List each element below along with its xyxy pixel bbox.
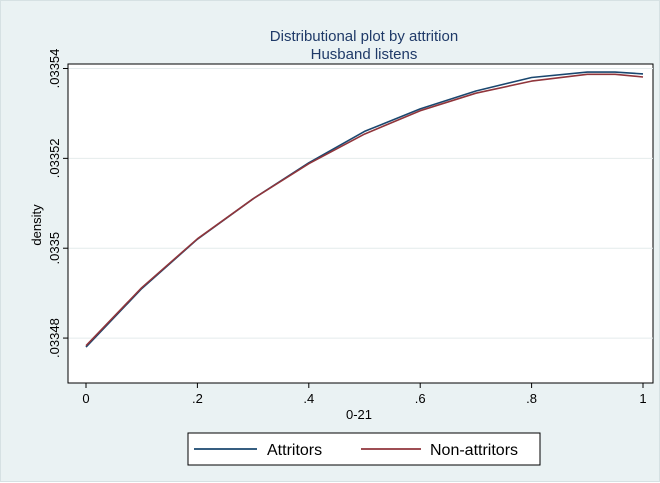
gridlines	[68, 67, 653, 339]
x-axis: 0 .2 .4 .6 .8 1	[68, 382, 653, 406]
y-axis-label: density	[29, 204, 44, 246]
series-layer	[85, 71, 644, 348]
x-axis-label: 0-21	[346, 407, 372, 422]
y-axis: .03348 .0335 .03352 .03354	[47, 49, 69, 383]
x-tick-label: .8	[526, 391, 537, 406]
series-line-1	[85, 73, 644, 347]
x-tick-label: .2	[192, 391, 203, 406]
legend-label-1: Non-attritors	[430, 442, 518, 459]
x-tick-label: .4	[303, 391, 314, 406]
x-tick-label: 1	[639, 391, 646, 406]
x-tick-label: 0	[82, 391, 89, 406]
plot-area	[67, 63, 654, 384]
x-tick-label: .6	[415, 391, 426, 406]
chart-subtitle: Husband listens	[311, 46, 418, 63]
legend-label-0: Attritors	[267, 442, 322, 459]
y-tick-label: .03352	[47, 138, 62, 178]
y-tick-label: .03348	[47, 318, 62, 358]
legend: Attritors Non-attritors	[187, 432, 541, 466]
y-tick-label: .0335	[47, 232, 62, 265]
y-tick-label: .03354	[47, 49, 62, 89]
chart-title: Distributional plot by attrition	[270, 28, 458, 45]
